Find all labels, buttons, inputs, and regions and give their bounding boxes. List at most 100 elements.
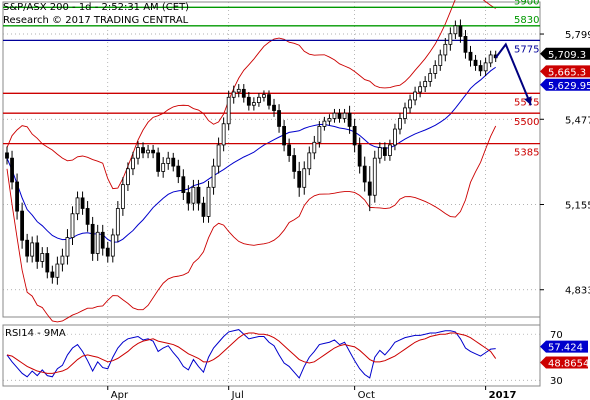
candle <box>403 102 407 124</box>
candle <box>418 81 423 98</box>
candle <box>20 202 25 249</box>
candle-body <box>40 253 45 262</box>
candle <box>362 156 367 192</box>
candle <box>478 60 483 77</box>
candle <box>393 123 397 151</box>
candle-body <box>307 152 312 170</box>
candle <box>357 137 362 174</box>
price-tick-label: 5,799 <box>565 30 590 41</box>
candle <box>307 146 312 176</box>
level-label-5775: 5775 <box>514 44 539 55</box>
candle <box>30 236 35 263</box>
candle <box>60 248 65 272</box>
candle <box>75 191 80 221</box>
candle <box>246 92 251 111</box>
candle-body <box>322 120 327 127</box>
candle <box>433 60 438 79</box>
candle-body <box>438 54 443 66</box>
candle-body <box>297 171 302 188</box>
level-label-5900: 5900 <box>514 0 539 7</box>
candle <box>110 228 115 263</box>
candle-body <box>332 112 337 119</box>
candle-body <box>161 163 166 172</box>
rsi-tag-blue <box>540 340 588 353</box>
candle-body <box>408 99 412 109</box>
candle-body <box>80 197 85 209</box>
candle <box>262 90 266 102</box>
candle-body <box>95 231 100 254</box>
candle-body <box>136 147 140 159</box>
candle-body <box>302 168 307 188</box>
candle-body <box>176 165 181 178</box>
candle-body <box>50 271 55 278</box>
candle-body <box>90 223 95 254</box>
candle <box>413 86 417 106</box>
time-tick-label: 2017 <box>489 390 517 400</box>
price-tick-label: 5,477 <box>565 115 590 126</box>
candle <box>377 142 382 164</box>
candle <box>120 177 125 216</box>
candle-body <box>403 107 407 119</box>
candle-body <box>115 208 120 236</box>
candle-body <box>196 186 201 204</box>
candle <box>211 158 216 195</box>
candle-body <box>110 234 115 257</box>
candle-body <box>201 202 206 217</box>
candle-body <box>241 88 246 98</box>
candle-body <box>146 149 150 154</box>
candle <box>282 120 286 152</box>
candle-body <box>141 147 145 154</box>
candle-body <box>85 208 90 225</box>
candle-body <box>25 239 30 257</box>
candle-body <box>206 186 211 217</box>
bollinger-lower-line <box>6 125 497 323</box>
candle <box>257 93 261 107</box>
rsi-tag-label: 48.8654 <box>548 359 589 370</box>
candle-body <box>100 231 105 249</box>
price-tag-label: 5,665.3 <box>548 67 586 78</box>
candle <box>287 138 292 162</box>
candle <box>428 68 433 87</box>
candle-body <box>70 213 75 238</box>
time-tick-label: Jul <box>231 390 244 400</box>
candle-body <box>433 65 438 74</box>
candle-body <box>398 118 402 130</box>
candle-body <box>186 192 191 204</box>
candle <box>267 90 271 110</box>
candle <box>50 265 55 284</box>
candle-body <box>105 247 110 257</box>
rsi-tick-label: 70 <box>550 330 563 341</box>
price-tick-label: 5,155 <box>565 201 590 212</box>
candle <box>236 84 241 98</box>
candle-body <box>30 242 35 257</box>
level-label-5830: 5830 <box>514 15 539 26</box>
candle-body <box>317 126 322 143</box>
price-tag-blue <box>540 78 590 91</box>
candle <box>226 90 231 131</box>
candle-body <box>131 157 135 170</box>
level-label-5575: 5575 <box>514 97 539 108</box>
candle <box>398 113 402 135</box>
candle-body <box>45 253 50 273</box>
projection-arrow-line <box>494 42 532 106</box>
candle-body <box>387 144 392 156</box>
candle <box>105 241 110 263</box>
candle <box>65 229 70 265</box>
candle <box>136 141 140 165</box>
level-label-5500: 5500 <box>514 117 539 128</box>
candle-body <box>423 81 428 88</box>
candle-body <box>393 128 397 146</box>
candle-body <box>382 147 387 156</box>
candle-body <box>216 144 221 167</box>
price-tag-current <box>540 47 590 60</box>
candle <box>131 151 135 176</box>
price-tag-box <box>540 47 590 60</box>
candle-body <box>453 25 458 35</box>
candle <box>382 142 387 161</box>
candle <box>95 224 100 261</box>
candle <box>327 114 332 126</box>
candle-body <box>156 152 161 172</box>
candle <box>181 169 186 200</box>
candle <box>468 45 473 67</box>
